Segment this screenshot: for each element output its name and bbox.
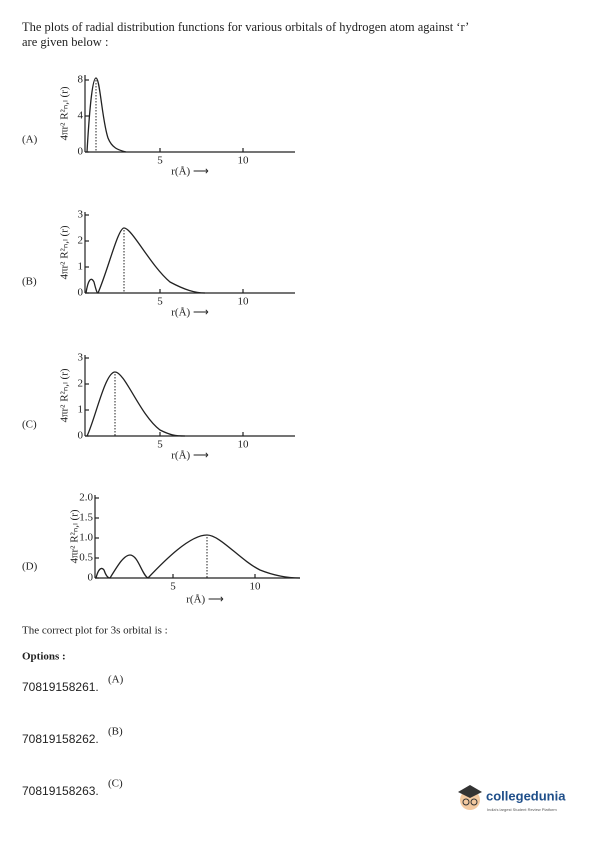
y-tick-label: 1 (78, 404, 84, 416)
prompt: The correct plot for 3s orbital is : (22, 625, 168, 637)
y-tick-label: 0.5 (79, 552, 93, 564)
y-tick-label: 1 (78, 261, 84, 273)
logo-icon (458, 785, 482, 810)
x-tick-label: 10 (250, 581, 262, 593)
y-tick-label: 2 (78, 235, 84, 247)
x-axis-label: r(Å) ⟶ (171, 450, 209, 462)
plot-label: (A) (22, 134, 38, 146)
curve (86, 77, 127, 153)
option-text: (A) (108, 674, 124, 686)
x-axis-label: r(Å) ⟶ (171, 166, 209, 178)
option-id: 70819158262. (22, 732, 99, 746)
y-tick-label: 4 (78, 110, 84, 122)
plot-label: (D) (22, 561, 38, 573)
x-tick-label: 10 (238, 296, 250, 308)
y-tick-label: 2.0 (79, 492, 93, 504)
plot-label: (B) (22, 276, 37, 288)
x-tick-label: 5 (170, 581, 176, 593)
x-axis-label: r(Å) ⟶ (186, 594, 224, 606)
options-heading: Options : (22, 651, 66, 663)
x-axis-label: r(Å) ⟶ (171, 307, 209, 319)
curve (85, 227, 206, 294)
y-tick-label: 0 (78, 430, 84, 442)
y-axis-label: 4πr² R²ₙ,ₗ (r) (59, 368, 71, 422)
y-tick-label: 1.0 (79, 532, 93, 544)
x-tick-label: 10 (238, 439, 250, 451)
x-tick-label: 5 (157, 439, 163, 451)
option-text: (C) (108, 778, 123, 790)
y-axis-label: 4πr² R²ₙ,ₗ (r) (59, 86, 71, 140)
y-tick-label: 1.5 (79, 512, 93, 524)
y-tick-label: 0 (78, 287, 84, 299)
y-tick-label: 3 (78, 209, 84, 221)
y-tick-label: 0 (78, 146, 84, 158)
option-id: 70819158261. (22, 680, 99, 694)
y-tick-label: 0 (88, 572, 94, 584)
question: The plots of radial distribution functio… (22, 20, 469, 49)
option-id: 70819158263. (22, 784, 99, 798)
logo-tagline: India's largest Student Review Platform (487, 807, 557, 812)
logo-name: collegedunia (486, 788, 566, 803)
y-tick-label: 3 (78, 352, 84, 364)
y-tick-label: 2 (78, 378, 84, 390)
y-tick-label: 8 (78, 74, 84, 86)
x-tick-label: 5 (157, 155, 163, 167)
x-tick-label: 5 (157, 296, 163, 308)
curve (95, 534, 301, 579)
plot-label: (C) (22, 419, 37, 431)
x-tick-label: 10 (238, 155, 250, 167)
curve (86, 371, 186, 437)
y-axis-label: 4πr² R²ₙ,ₗ (r) (59, 225, 71, 279)
y-axis-label: 4πr² R²ₙ,ₗ (r) (69, 509, 81, 563)
option-text: (B) (108, 726, 123, 738)
